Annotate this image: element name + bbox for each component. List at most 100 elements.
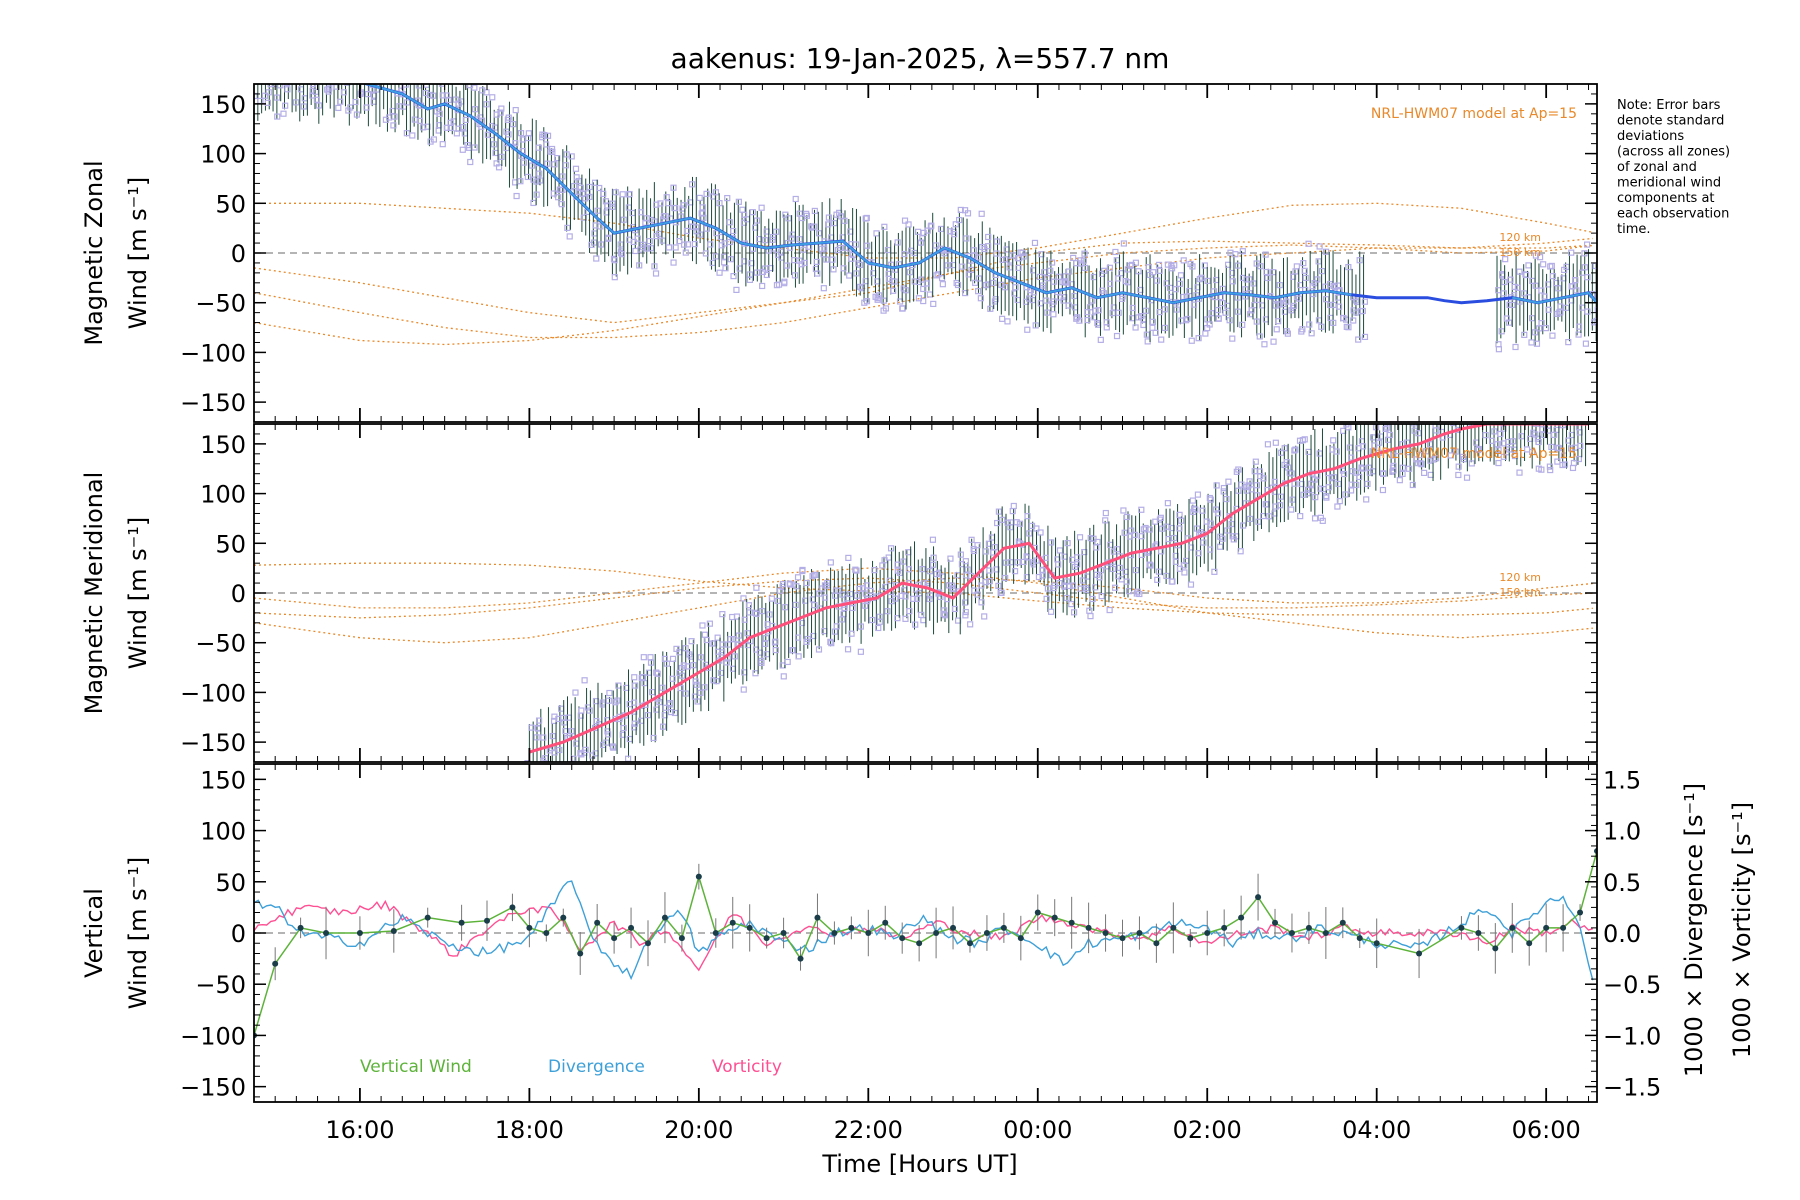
vertical-wind-point: [916, 940, 923, 947]
scatter-point: [250, 62, 255, 67]
scatter-point: [631, 699, 638, 706]
scatter-point: [1557, 309, 1564, 316]
scatter-point: [375, 40, 380, 45]
scatter-point: [1309, 283, 1316, 290]
scatter-point: [896, 569, 904, 576]
y-tick-label: 50: [215, 190, 246, 218]
scatter-point: [424, 123, 431, 130]
scatter-point: [1335, 303, 1343, 310]
vertical-wind-point: [509, 904, 516, 911]
scatter-point: [702, 250, 710, 257]
scatter-point: [703, 190, 710, 197]
vertical-wind-point: [678, 935, 685, 942]
scatter-point: [891, 278, 898, 285]
scatter-point: [672, 244, 679, 251]
scatter-point: [554, 154, 561, 162]
scatter-point: [769, 233, 777, 241]
scatter-point: [632, 247, 639, 255]
scatter-point: [1149, 318, 1157, 325]
scatter-point: [542, 755, 549, 762]
scatter-point: [292, 99, 300, 106]
scatter-point: [1278, 449, 1285, 456]
scatter-point: [436, 110, 443, 117]
scatter-point: [767, 264, 774, 272]
scatter-point: [1509, 301, 1516, 309]
y2-tick-label: 1.0: [1603, 818, 1641, 846]
scatter-point: [554, 767, 559, 772]
scatter-point: [1077, 257, 1084, 264]
scatter-point: [1300, 260, 1307, 267]
scatter-point: [524, 173, 531, 181]
scatter-point: [1568, 405, 1573, 410]
scatter-point: [846, 272, 853, 279]
meridional-y-title-line2: Wind [m s⁻¹]: [124, 517, 152, 669]
scatter-point: [869, 616, 876, 624]
scatter-point: [1355, 336, 1362, 343]
scatter-point: [1132, 259, 1140, 266]
scatter-point: [801, 259, 808, 267]
scatter-point: [1555, 285, 1562, 292]
scatter-point: [1316, 243, 1323, 250]
scatter-point: [1076, 534, 1084, 541]
vertical-panel: Vertical Wind Divergence Vorticity −1.5 −1.0…: [80, 763, 1756, 1144]
y-tick-label: −50: [195, 290, 246, 318]
scatter-point: [1254, 296, 1261, 303]
scatter-point: [1498, 328, 1505, 335]
scatter-point: [438, 84, 446, 87]
scatter-point: [1020, 253, 1027, 260]
scatter-point: [439, 141, 446, 148]
scatter-point: [1195, 335, 1202, 342]
scatter-point: [894, 239, 901, 246]
vertical-wind-point: [780, 930, 787, 936]
scatter-point: [1168, 524, 1175, 532]
scatter-point: [1172, 552, 1179, 560]
scatter-point: [1252, 458, 1259, 465]
y-tick-label: 0: [231, 580, 246, 608]
scatter-point: [1222, 309, 1229, 316]
scatter-point: [1090, 535, 1097, 542]
vertical-wind-point: [611, 935, 618, 942]
vertical-wind-point: [526, 924, 533, 931]
scatter-point: [962, 608, 969, 616]
scatter-point: [1090, 273, 1097, 281]
scatter-point: [330, 74, 335, 79]
scatter-point: [1187, 544, 1195, 551]
scatter-point: [1416, 452, 1423, 459]
scatter-point: [1102, 517, 1109, 524]
scatter-point: [1245, 482, 1252, 489]
scatter-point: [735, 198, 742, 205]
scatter-point: [659, 684, 666, 691]
scatter-point: [719, 641, 726, 648]
scatter-point: [677, 684, 684, 692]
scatter-point: [978, 599, 985, 606]
scatter-point: [716, 269, 723, 276]
scatter-point: [1594, 306, 1597, 314]
scatter-point: [325, 88, 332, 95]
vertical-wind-point: [899, 935, 906, 942]
y2-tick-label: 0.0: [1603, 920, 1641, 948]
scatter-point: [1123, 513, 1131, 521]
scatter-point: [277, 66, 282, 71]
scatter-point: [994, 519, 1001, 527]
scatter-point: [741, 616, 748, 623]
note-line: components at: [1617, 191, 1715, 206]
scatter-point: [490, 141, 498, 148]
y-tick-label: −100: [180, 339, 246, 367]
scatter-point: [1395, 417, 1400, 422]
scatter-point: [824, 221, 832, 228]
scatter-point: [1283, 459, 1290, 466]
scatter-point: [1500, 290, 1507, 297]
scatter-point: [305, 45, 310, 50]
scatter-point: [1081, 548, 1088, 556]
scatter-point: [1283, 298, 1290, 305]
scatter-point: [1228, 520, 1235, 528]
scatter-point: [1163, 572, 1170, 580]
scatter-point: [1020, 558, 1027, 566]
scatter-point: [784, 658, 791, 666]
scatter-point: [641, 680, 648, 687]
scatter-point: [762, 640, 769, 647]
scatter-point: [844, 646, 852, 653]
scatter-point: [918, 276, 925, 283]
vertical-wind-point: [1153, 940, 1160, 947]
